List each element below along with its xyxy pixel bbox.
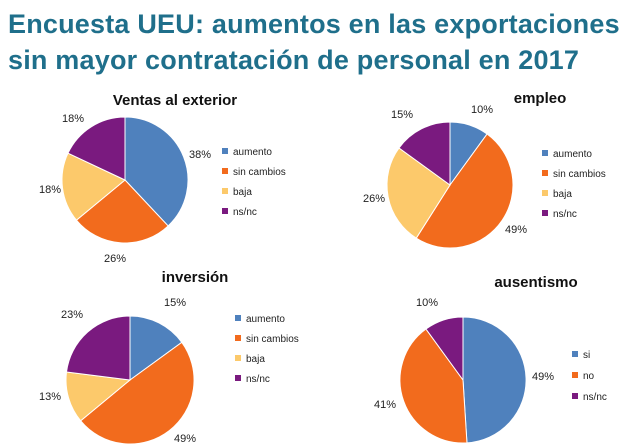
pie-chart-3: inversión 15% 49% 13% 23% aumento sin cambios b… (39, 269, 299, 445)
data-label: 26% (363, 193, 385, 205)
legend-swatch (222, 188, 228, 194)
page-title: Encuesta UEU: aumentos en las exportacio… (8, 6, 623, 78)
data-label: 15% (391, 109, 413, 121)
legend-swatch (235, 375, 241, 381)
pie-chart-2: empleo 10% 49% 26% 15% aumento sin cambios baja… (363, 90, 606, 249)
data-label: 18% (62, 113, 84, 125)
title-line-2: sin mayor contratación de personal en 20… (8, 45, 580, 75)
data-label: 26% (104, 253, 126, 265)
legend-entry: aumento (246, 314, 285, 325)
pie-slice (462, 316, 527, 444)
pie-chart-1: Ventas al exterior 38% 26% 18% 18% aumento sin… (39, 92, 286, 265)
legend-entry: ns/nc (583, 392, 607, 403)
data-label: 41% (374, 399, 396, 411)
legend-swatch (572, 393, 578, 399)
legend-swatch (542, 190, 548, 196)
legend-entry: sin cambios (246, 334, 299, 345)
pie-slice (79, 341, 195, 445)
pie-slice (75, 179, 169, 244)
pie-slice (425, 316, 464, 382)
data-label: 38% (189, 149, 211, 161)
pie-slice (61, 152, 126, 221)
data-label: 49% (532, 371, 554, 383)
pie-slice (67, 116, 126, 181)
pie-slice (65, 315, 131, 381)
chart-title: ausentismo (494, 274, 577, 291)
legend-swatch (222, 168, 228, 174)
data-label: 13% (39, 391, 61, 403)
data-label: 10% (471, 104, 493, 116)
legend-entry: sin cambios (233, 167, 286, 178)
legend-swatch (235, 355, 241, 361)
legend-entry: baja (246, 354, 265, 365)
data-label: 15% (164, 297, 186, 309)
pie-slice (124, 116, 189, 227)
legend-entry: aumento (233, 147, 272, 158)
chart-title: inversión (162, 269, 229, 286)
pie-slice (399, 328, 468, 444)
data-label: 49% (174, 433, 196, 445)
legend-swatch (542, 170, 548, 176)
legend-entry: no (583, 371, 595, 382)
pie-slice (129, 315, 183, 381)
legend-entry: baja (233, 187, 252, 198)
legend-entry: aumento (553, 149, 592, 160)
chart-title: Ventas al exterior (113, 92, 237, 109)
legend-swatch (235, 315, 241, 321)
pie-chart-4: ausentismo 49% 41% 10% si no ns/nc (374, 274, 607, 444)
legend-entry: sin cambios (553, 169, 606, 180)
legend-entry: si (583, 350, 590, 361)
legend-swatch (235, 335, 241, 341)
chart-title: empleo (514, 90, 567, 107)
title-line-1: Encuesta UEU: aumentos en las exportacio… (8, 9, 620, 39)
legend-swatch (222, 148, 228, 154)
legend-swatch (572, 351, 578, 357)
legend-swatch (222, 208, 228, 214)
legend-entry: baja (553, 189, 572, 200)
data-label: 23% (61, 309, 83, 321)
pie-slice (386, 147, 451, 239)
legend-swatch (572, 372, 578, 378)
legend-entry: ns/nc (246, 374, 270, 385)
pie-slice (398, 121, 451, 186)
data-label: 18% (39, 184, 61, 196)
legend-swatch (542, 150, 548, 156)
pie-slice (415, 133, 514, 249)
data-label: 49% (505, 224, 527, 236)
legend-entry: ns/nc (553, 209, 577, 220)
data-label: 10% (416, 297, 438, 309)
legend-entry: ns/nc (233, 207, 257, 218)
legend-swatch (542, 210, 548, 216)
